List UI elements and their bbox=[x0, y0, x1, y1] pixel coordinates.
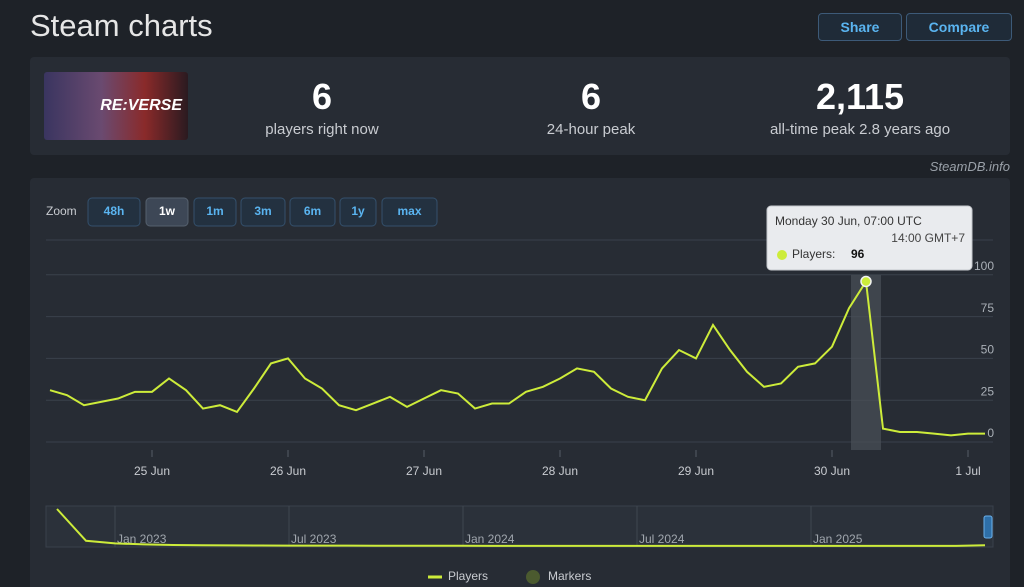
x-tick-label: 30 Jun bbox=[814, 464, 850, 478]
tooltip-title: Monday 30 Jun, 07:00 UTC bbox=[775, 214, 922, 228]
tooltip bbox=[766, 205, 973, 271]
stat-label: all-time peak 2.8 years ago bbox=[769, 121, 951, 138]
navigator-label: Jan 2025 bbox=[813, 532, 863, 546]
navigator-label: Jan 2023 bbox=[117, 532, 167, 546]
y-tick-label: 0 bbox=[987, 426, 994, 440]
stats-panel bbox=[30, 57, 1010, 155]
x-tick-label: 25 Jun bbox=[134, 464, 170, 478]
zoom-button[interactable] bbox=[87, 197, 141, 227]
peak-marker bbox=[860, 275, 872, 288]
navigator bbox=[45, 505, 994, 548]
x-tick-label: 26 Jun bbox=[270, 464, 306, 478]
stat-label: players right now bbox=[265, 121, 379, 138]
zoom-button[interactable] bbox=[289, 197, 336, 227]
zoom-button[interactable] bbox=[193, 197, 237, 227]
zoom-button-label[interactable]: 3m bbox=[254, 204, 271, 218]
stat-label: 24-hour peak bbox=[546, 121, 636, 138]
stat-value: 6 bbox=[580, 76, 602, 117]
zoom-button[interactable] bbox=[145, 197, 189, 227]
legend-label[interactable]: Markers bbox=[548, 569, 591, 583]
legend-label[interactable]: Players bbox=[448, 569, 488, 583]
tooltip-label: Players: bbox=[792, 247, 835, 261]
hover-band bbox=[851, 275, 881, 450]
navigator-line bbox=[56, 508, 986, 547]
tooltip-value: 96 bbox=[851, 247, 865, 261]
navigator-label: Jul 2023 bbox=[291, 532, 337, 546]
zoom-button-label[interactable]: 1w bbox=[159, 204, 176, 218]
zoom-label: Zoom bbox=[46, 204, 77, 218]
x-tick-label: 1 Jul bbox=[955, 464, 980, 478]
navigator-label: Jan 2024 bbox=[465, 532, 515, 546]
y-tick-label: 50 bbox=[981, 343, 995, 357]
zoom-button-label[interactable]: 48h bbox=[104, 204, 125, 218]
x-tick-label: 28 Jun bbox=[542, 464, 578, 478]
zoom-button[interactable] bbox=[339, 197, 377, 227]
share-button[interactable]: Share bbox=[818, 13, 902, 41]
stat-value: 2,115 bbox=[815, 76, 905, 117]
y-tick-label: 100 bbox=[974, 259, 994, 273]
compare-button[interactable]: Compare bbox=[906, 13, 1012, 41]
navigator-label: Jul 2024 bbox=[639, 532, 685, 546]
zoom-button-label[interactable]: 6m bbox=[304, 204, 321, 218]
stat-value: 6 bbox=[311, 76, 333, 117]
line bbox=[49, 278, 985, 437]
zoom-button-label[interactable]: max bbox=[397, 204, 421, 218]
y-tick-label: 25 bbox=[981, 384, 995, 398]
zoom-button-label[interactable]: 1m bbox=[206, 204, 223, 218]
page-title: Steam charts bbox=[30, 8, 213, 43]
credit: SteamDB.info bbox=[929, 159, 1010, 174]
y-tick-label: 75 bbox=[981, 301, 995, 315]
x-tick-label: 27 Jun bbox=[406, 464, 442, 478]
tooltip-subtitle: 14:00 GMT+7 bbox=[891, 231, 965, 245]
zoom-button-label[interactable]: 1y bbox=[351, 204, 365, 218]
zoom-button[interactable] bbox=[240, 197, 286, 227]
tooltip-dot bbox=[777, 250, 787, 260]
zoom-button[interactable] bbox=[381, 197, 438, 227]
legend-swatch bbox=[526, 570, 540, 584]
navigator-handle[interactable] bbox=[983, 515, 993, 539]
game-image[interactable]: RE:VERSE bbox=[44, 72, 188, 140]
x-tick-label: 29 Jun bbox=[678, 464, 714, 478]
